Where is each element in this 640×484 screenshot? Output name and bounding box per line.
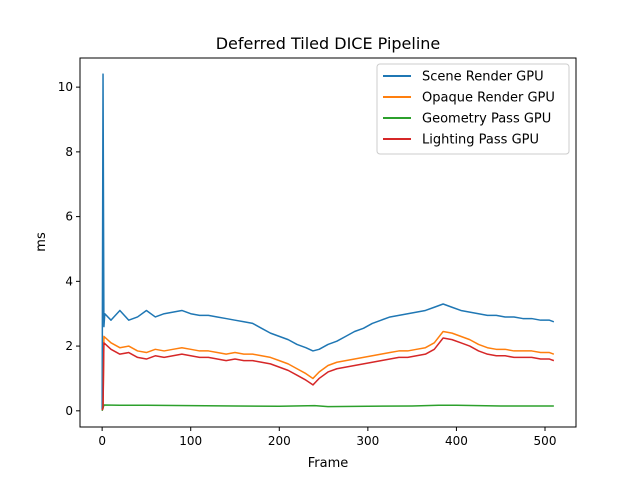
- x-axis-label: Frame: [308, 456, 349, 471]
- plot-lines: [101, 73, 555, 412]
- y-tick-label: 0: [65, 404, 73, 418]
- x-tick-label: 200: [268, 434, 291, 448]
- chart-title: Deferred Tiled DICE Pipeline: [216, 34, 441, 53]
- legend-label-lighting-pass-gpu: Lighting Pass GPU: [422, 133, 539, 148]
- y-tick-label: 2: [65, 339, 73, 353]
- x-tick-label: 400: [445, 434, 468, 448]
- series-line-scene-render-gpu: [101, 73, 555, 410]
- y-axis-label: ms: [34, 232, 49, 252]
- series-line-opaque-render-gpu: [101, 330, 555, 411]
- plot-frame: [79, 57, 577, 428]
- legend-label-scene-render-gpu: Scene Render GPU: [422, 70, 544, 85]
- x-tick-label: 100: [179, 434, 202, 448]
- legend-label-geometry-pass-gpu: Geometry Pass GPU: [422, 112, 551, 127]
- series-line-geometry-pass-gpu: [101, 404, 554, 412]
- x-tick-label: 0: [98, 434, 106, 448]
- x-tick-label: 500: [534, 434, 557, 448]
- y-tick-label: 10: [58, 80, 73, 94]
- x-tick-label: 300: [356, 434, 379, 448]
- legend-box: [376, 63, 570, 155]
- legend: Scene Render GPU Opaque Render GPU Geometr…: [376, 63, 570, 155]
- y-tick-label: 8: [65, 145, 73, 159]
- x-axis: 0 100 200 300 400 500: [98, 427, 556, 448]
- y-axis: 0 2 4 6 8 10: [58, 80, 80, 418]
- legend-label-opaque-render-gpu: Opaque Render GPU: [422, 91, 555, 106]
- series-line-lighting-pass-gpu: [101, 337, 555, 411]
- y-tick-label: 4: [65, 274, 73, 288]
- y-tick-label: 6: [65, 210, 73, 224]
